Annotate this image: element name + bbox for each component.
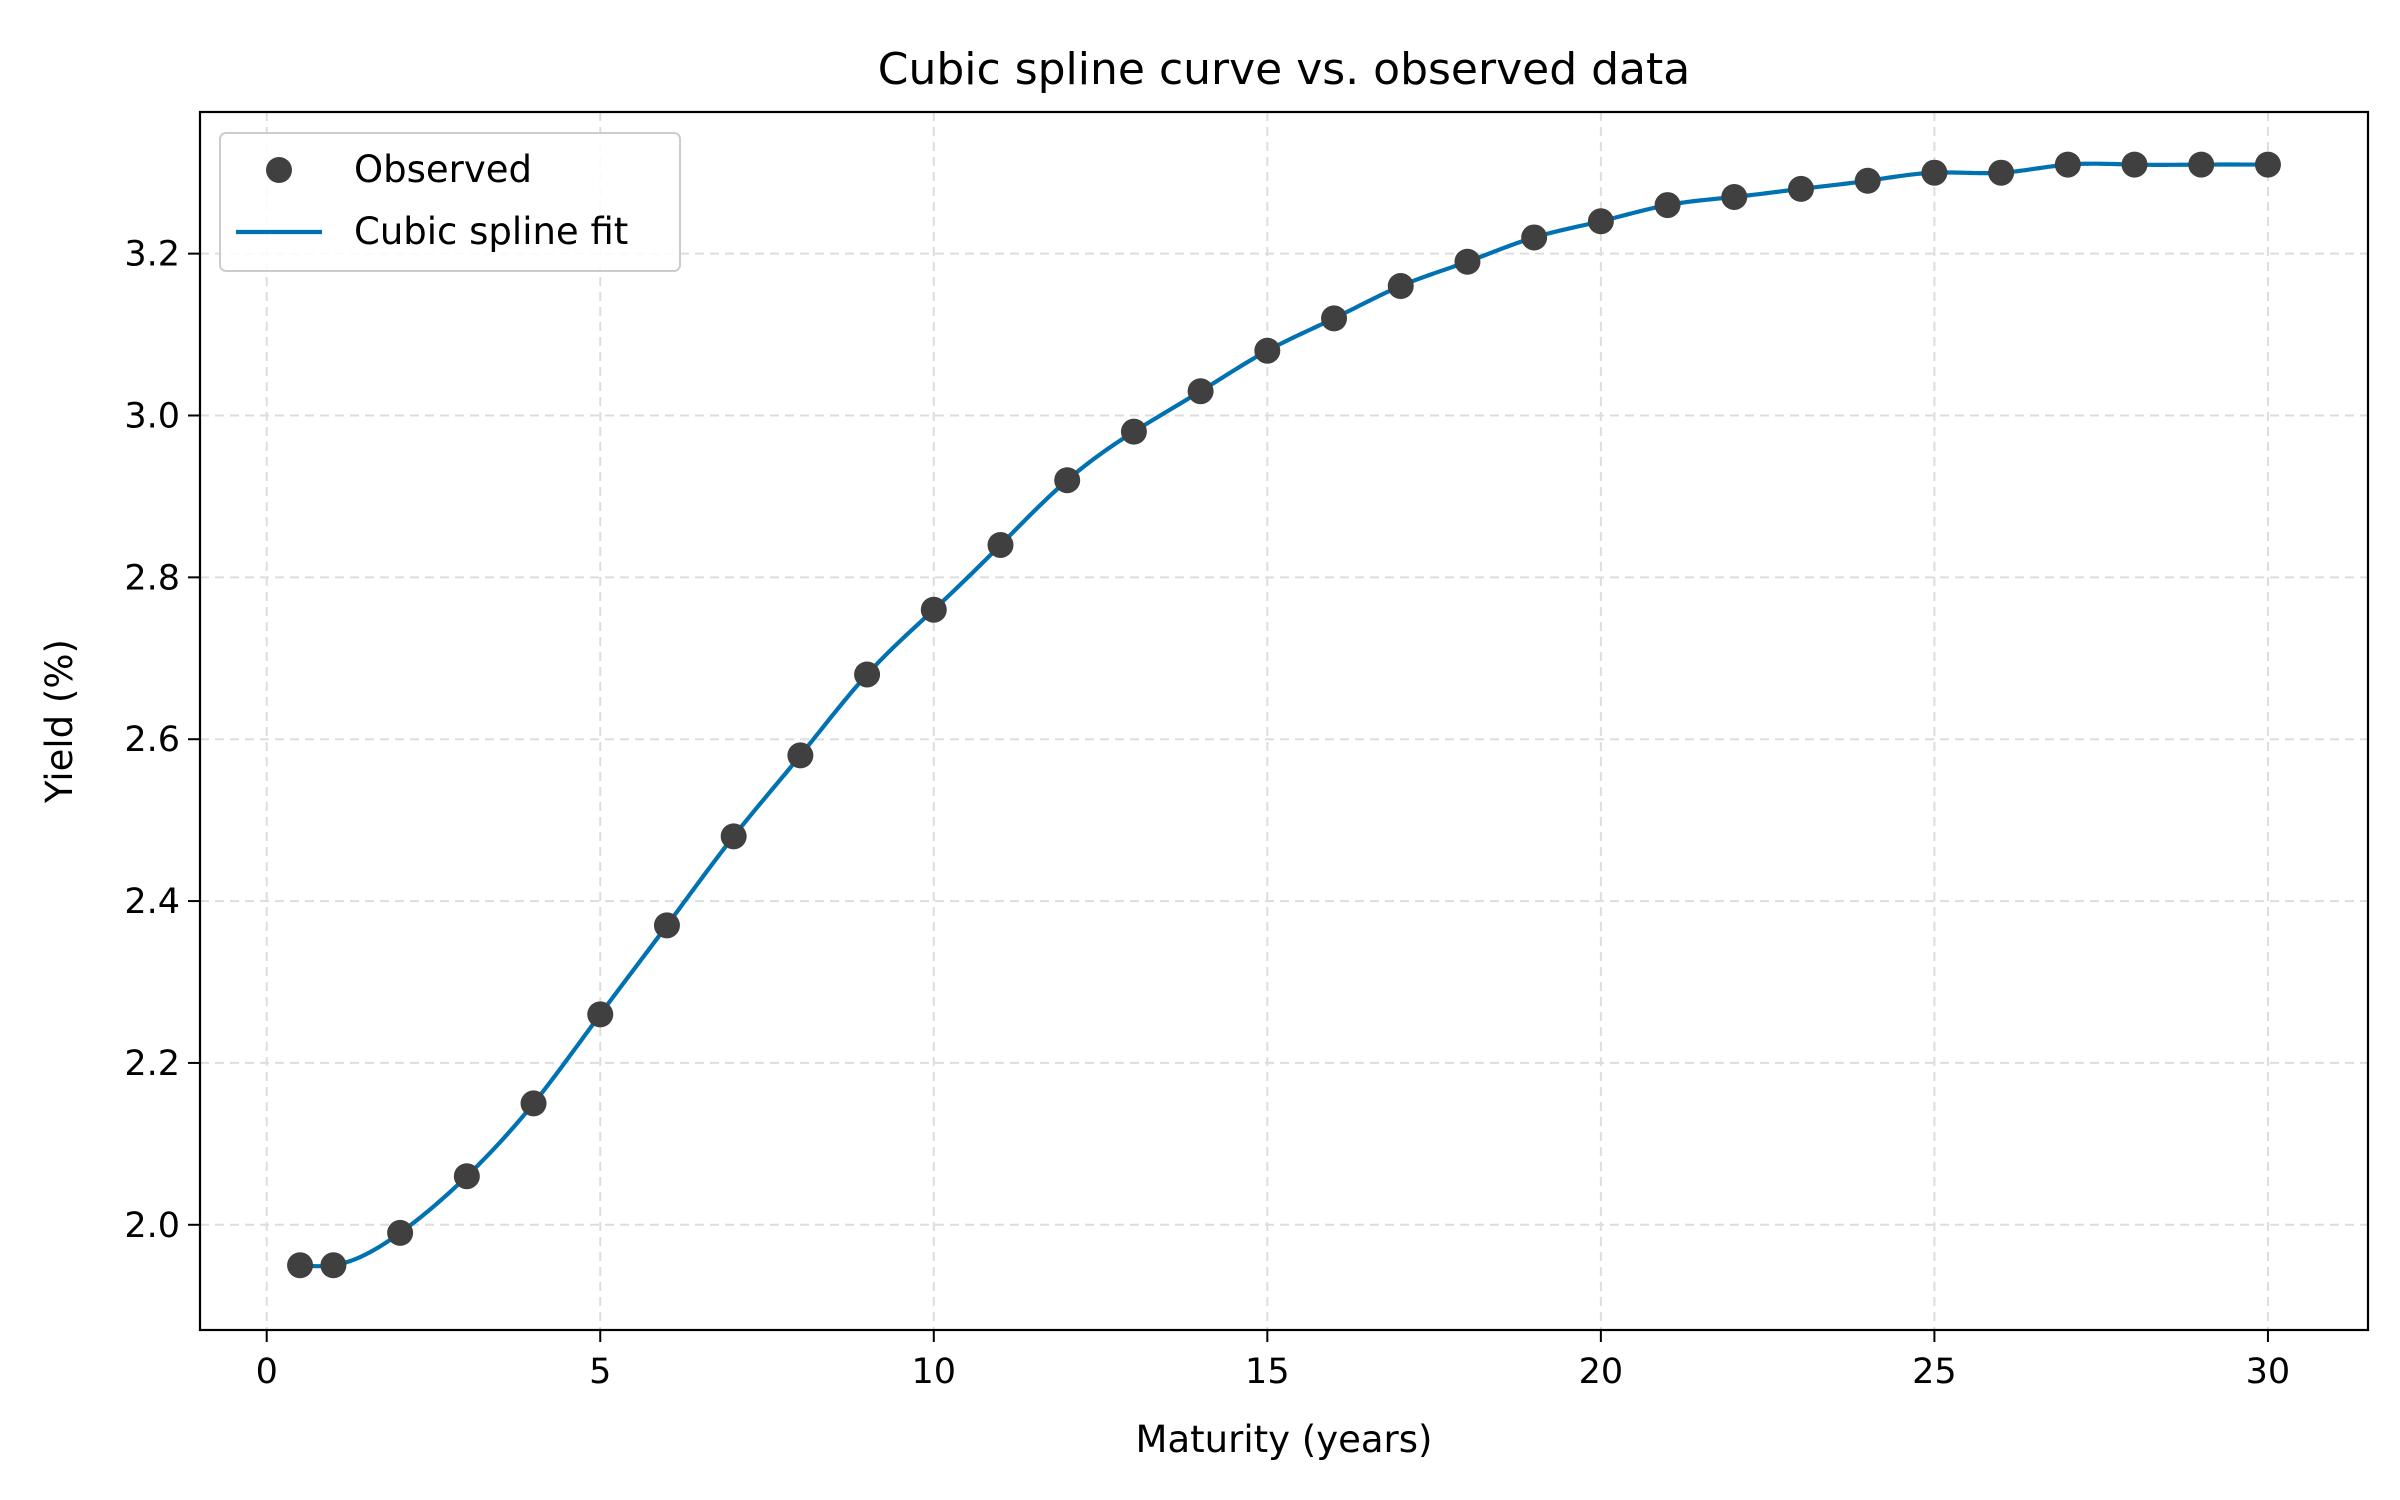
observed-point: [854, 661, 881, 688]
x-axis-ticks: 0 5 10 15 20 25 30: [256, 1330, 2291, 1392]
observed-point: [920, 596, 947, 623]
observed-point: [1187, 378, 1214, 405]
observed-points: [287, 151, 2281, 1279]
observed-point: [1321, 305, 1348, 332]
x-tick-label: 30: [2246, 1352, 2291, 1392]
series-layer: [287, 151, 2281, 1279]
y-tick-label: 2.6: [124, 720, 180, 760]
x-tick-label: 15: [1245, 1352, 1290, 1392]
observed-point: [1120, 418, 1147, 445]
x-tick-label: 20: [1579, 1352, 1624, 1392]
observed-point: [1521, 224, 1548, 251]
observed-point: [587, 1001, 614, 1028]
observed-point: [453, 1163, 480, 1190]
observed-point: [520, 1090, 547, 1117]
x-tick-label: 25: [1912, 1352, 1957, 1392]
legend-observed-marker: [266, 157, 292, 183]
observed-point: [2254, 151, 2281, 178]
observed-point: [287, 1252, 314, 1279]
observed-point: [1654, 192, 1681, 219]
observed-point: [1054, 467, 1081, 494]
observed-point: [1921, 159, 1948, 186]
observed-point: [1988, 159, 2015, 186]
chart-title: Cubic spline curve vs. observed data: [878, 44, 1690, 95]
observed-point: [387, 1219, 414, 1246]
observed-point: [1387, 273, 1414, 299]
x-axis-label: Maturity (years): [1136, 1418, 1433, 1461]
observed-point: [1787, 175, 1814, 202]
legend: Observed Cubic spline fit: [219, 132, 681, 272]
observed-point: [653, 912, 680, 939]
observed-point: [2121, 151, 2148, 178]
legend-box: [219, 132, 681, 272]
y-axis-ticks: 2.0 2.2 2.4 2.6 2.8 3.0 3.2: [124, 235, 200, 1246]
legend-observed-label: Observed: [354, 148, 532, 191]
plot-frame: [198, 110, 2370, 1332]
observed-point: [1721, 183, 1748, 210]
observed-point: [320, 1252, 347, 1279]
x-tick-label: 10: [912, 1352, 957, 1392]
y-axis-label: Yield (%): [38, 639, 81, 804]
observed-point: [1254, 337, 1281, 364]
observed-point: [2054, 151, 2081, 178]
x-tick-label: 0: [256, 1352, 278, 1392]
y-tick-label: 3.2: [124, 235, 180, 275]
observed-point: [1587, 208, 1614, 235]
y-tick-label: 2.4: [124, 882, 180, 922]
observed-point: [1854, 167, 1881, 194]
legend-spline-label: Cubic spline fit: [354, 210, 628, 253]
observed-point: [720, 823, 747, 850]
observed-point: [787, 742, 814, 769]
observed-point: [2188, 151, 2215, 178]
x-tick-label: 5: [589, 1352, 611, 1392]
y-tick-label: 2.0: [124, 1206, 180, 1246]
observed-point: [987, 531, 1014, 558]
y-tick-label: 2.2: [124, 1044, 180, 1084]
y-tick-label: 3.0: [124, 396, 180, 436]
y-tick-label: 2.8: [124, 558, 180, 598]
observed-point: [1454, 248, 1481, 275]
